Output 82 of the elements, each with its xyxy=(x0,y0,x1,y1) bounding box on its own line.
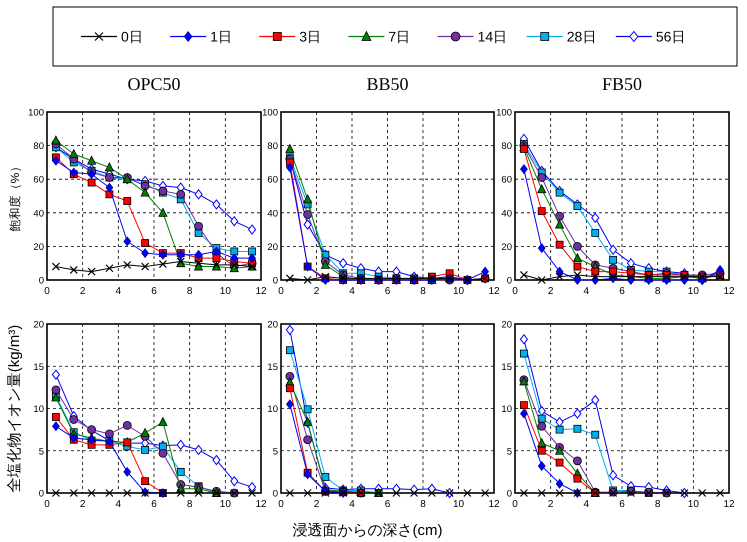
y-tick-label: 15 xyxy=(501,362,512,373)
legend-label: 56日 xyxy=(656,28,686,44)
x-tick-label: 4 xyxy=(584,499,590,510)
y-tick-label: 20 xyxy=(267,242,278,253)
y-tick-label: 20 xyxy=(501,320,512,330)
x-tick-label: 6 xyxy=(151,499,158,510)
x-tick-label: 4 xyxy=(584,286,590,297)
x-tick-label: 6 xyxy=(619,286,626,297)
y-tick-label: 20 xyxy=(33,242,44,253)
x-tick-label: 12 xyxy=(723,499,735,510)
y-tick-label: 20 xyxy=(33,320,44,330)
chart-title: FB50 xyxy=(602,74,642,94)
x-tick-label: 12 xyxy=(488,286,500,297)
x-tick-label: 4 xyxy=(116,499,122,510)
y-axis-title: 飽和度（%） xyxy=(8,160,22,232)
y-tick-label: 5 xyxy=(506,446,512,458)
x-tick-label: 4 xyxy=(349,286,356,297)
y-tick-label: 60 xyxy=(33,174,44,186)
x-tick-label: 2 xyxy=(548,286,554,297)
x-tick-label: 2 xyxy=(80,499,86,510)
y-tick-label: 60 xyxy=(501,174,512,186)
y-tick-label: 0 xyxy=(506,276,512,286)
y-tick-label: 40 xyxy=(501,208,512,220)
x-tick-label: 10 xyxy=(688,286,700,297)
x-tick-label: 2 xyxy=(314,286,320,297)
y-tick-label: 20 xyxy=(267,320,278,330)
x-tick-label: 12 xyxy=(723,286,735,297)
y-tick-label: 10 xyxy=(501,404,512,415)
legend-label: 14日 xyxy=(478,28,508,44)
y-tick-label: 80 xyxy=(501,141,512,152)
x-tick-label: 4 xyxy=(116,286,122,297)
x-tick-label: 8 xyxy=(654,286,661,297)
y-tick-label: 0 xyxy=(506,488,512,500)
y-tick-label: 15 xyxy=(267,362,278,373)
x-tick-label: 8 xyxy=(420,286,426,297)
y-tick-label: 0 xyxy=(272,488,278,500)
x-tick-label: 6 xyxy=(384,499,391,510)
y-tick-label: 100 xyxy=(496,108,512,118)
x-tick-label: 8 xyxy=(654,499,661,510)
legend-label: 1日 xyxy=(210,28,232,44)
legend-label: 0日 xyxy=(121,28,143,44)
y-tick-label: 80 xyxy=(33,141,44,152)
x-tick-label: 6 xyxy=(619,499,626,510)
chart-title: OPC50 xyxy=(127,74,181,94)
x-tick-label: 12 xyxy=(255,499,267,510)
x-tick-label: 12 xyxy=(488,499,500,510)
x-tick-label: 4 xyxy=(349,499,356,510)
y-tick-label: 0 xyxy=(38,276,44,286)
y-tick-label: 40 xyxy=(267,208,278,220)
y-tick-label: 10 xyxy=(267,404,278,415)
x-tick-label: 6 xyxy=(151,286,158,297)
y-tick-label: 20 xyxy=(501,242,512,253)
y-tick-label: 15 xyxy=(33,362,44,373)
y-tick-label: 100 xyxy=(262,108,278,118)
legend-label: 3日 xyxy=(299,28,322,44)
y-axis-title: 全塩化物イオン量(kg/m³) xyxy=(6,324,23,492)
x-tick-label: 8 xyxy=(186,499,193,510)
y-tick-label: 60 xyxy=(267,174,278,186)
y-tick-label: 5 xyxy=(272,446,278,458)
x-tick-label: 8 xyxy=(420,499,426,510)
x-tick-label: 10 xyxy=(688,499,700,510)
y-tick-label: 0 xyxy=(272,276,278,286)
x-axis-title: 浸透面からの深さ(cm) xyxy=(292,522,442,539)
x-tick-label: 2 xyxy=(80,286,86,297)
x-tick-label: 10 xyxy=(220,499,232,510)
legend-label: 7日 xyxy=(388,28,410,44)
y-tick-label: 5 xyxy=(38,446,44,458)
y-tick-label: 80 xyxy=(267,141,278,152)
x-tick-label: 10 xyxy=(452,286,464,297)
x-tick-label: 10 xyxy=(220,286,232,297)
y-tick-label: 100 xyxy=(28,108,44,118)
y-tick-label: 10 xyxy=(33,404,44,415)
x-tick-label: 8 xyxy=(186,286,193,297)
y-tick-label: 0 xyxy=(38,488,44,500)
legend-label: 28日 xyxy=(566,28,596,44)
x-tick-label: 2 xyxy=(548,499,554,510)
x-tick-label: 2 xyxy=(314,499,320,510)
y-tick-label: 40 xyxy=(33,208,44,220)
x-tick-label: 12 xyxy=(255,286,267,297)
x-tick-label: 6 xyxy=(384,286,391,297)
x-tick-label: 10 xyxy=(452,499,464,510)
chart-title: BB50 xyxy=(366,74,409,94)
